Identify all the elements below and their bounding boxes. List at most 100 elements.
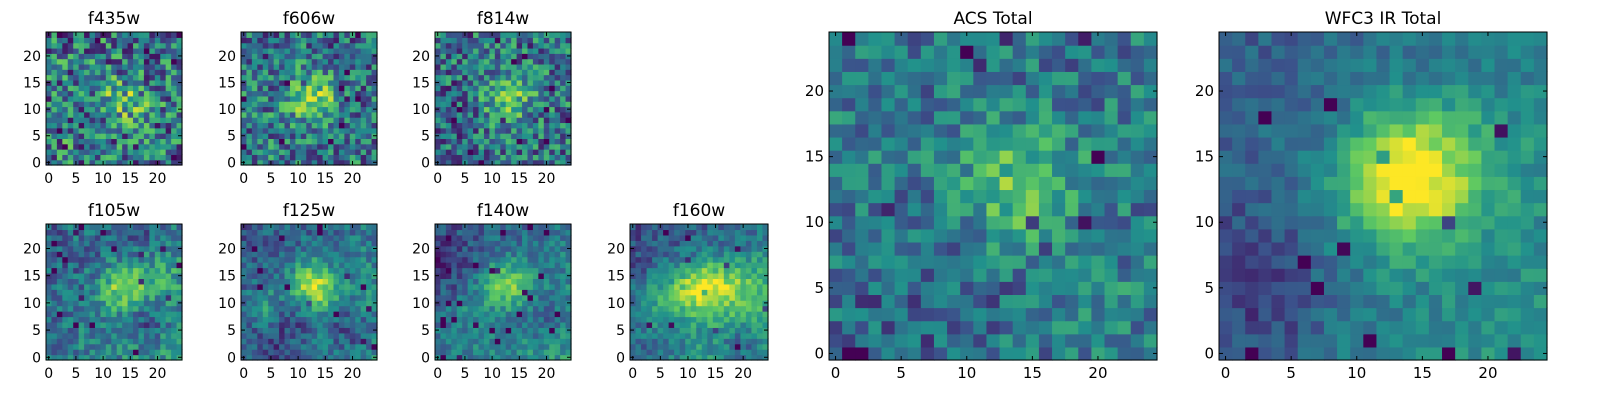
heatmap-cell (560, 256, 567, 263)
heatmap-cell (154, 332, 161, 339)
heatmap-cell (344, 224, 351, 231)
heatmap-cell (257, 101, 264, 108)
heatmap-cell (51, 267, 58, 274)
heatmap-cell (435, 321, 442, 328)
heatmap-cell (333, 240, 340, 247)
heatmap-cell (745, 262, 753, 269)
heatmap-cell (366, 74, 373, 81)
heatmap-cell (116, 354, 123, 361)
heatmap-cell (262, 338, 269, 345)
heatmap-cell (51, 300, 58, 307)
heatmap-cell (171, 332, 178, 339)
heatmap-cell (679, 251, 686, 258)
heatmap-cell (257, 154, 264, 161)
heatmap-cell (635, 321, 642, 328)
heatmap-cell (829, 294, 843, 309)
heatmap-cell (489, 321, 496, 328)
heatmap-cell (543, 149, 550, 155)
heatmap-cell (317, 294, 324, 301)
heatmap-cell (740, 300, 747, 307)
heatmap-cell (483, 338, 490, 345)
heatmap-cell (527, 101, 534, 108)
heatmap-cell (740, 321, 747, 328)
heatmap-cell (701, 327, 708, 334)
heatmap-cells (241, 224, 378, 361)
heatmap-cell (317, 90, 324, 97)
heatmap-cell (273, 311, 280, 318)
heatmap-cell (78, 321, 85, 328)
heatmap-cell (333, 224, 340, 231)
heatmap-cell (483, 37, 490, 44)
heatmap-cell (734, 245, 741, 252)
heatmap-cell (690, 338, 697, 345)
heatmap-cell (1104, 320, 1119, 335)
heatmap-cell (306, 321, 313, 328)
heatmap-cell (273, 343, 280, 350)
heatmap-cell (986, 228, 1001, 243)
heatmap-cell (701, 256, 708, 263)
heatmap-cell (554, 127, 561, 134)
heatmap-cell (116, 321, 123, 328)
heatmap-cell (723, 327, 730, 334)
heatmap-cell (284, 58, 291, 65)
heatmap-cell (111, 85, 118, 92)
heatmap-cell (366, 69, 373, 76)
heatmap-cell (440, 101, 447, 108)
heatmap-cell (100, 85, 107, 92)
heatmap-cell (740, 278, 747, 285)
heatmap-cell (154, 53, 161, 60)
heatmap-cell (690, 229, 697, 236)
heatmap-cell (78, 224, 85, 231)
heatmap-cell (500, 133, 507, 139)
heatmap-cell (116, 343, 123, 350)
heatmap-cell (641, 256, 648, 263)
heatmap-cell (1012, 163, 1027, 177)
heatmap-cell (467, 338, 474, 345)
heatmap-cell (505, 63, 512, 70)
heatmap-cell (143, 74, 150, 81)
heatmap-cell (78, 327, 85, 334)
heatmap-cell (122, 85, 129, 92)
heatmap-cell (311, 79, 318, 86)
heatmap-cell (868, 307, 883, 322)
heatmap-cell (338, 101, 345, 108)
heatmap-cell (371, 69, 378, 76)
heatmap-cell (538, 278, 545, 285)
heatmap-cell (473, 305, 480, 312)
heatmap-cell (116, 90, 123, 97)
heatmap-cell (360, 154, 367, 161)
heatmap-cell (478, 154, 485, 161)
heatmap-cell (462, 133, 469, 139)
heatmap-cell (657, 245, 664, 252)
heatmap-cell (511, 224, 518, 231)
heatmap-cell (111, 106, 118, 113)
heatmap-cell (262, 311, 269, 318)
heatmap-cell (149, 327, 156, 334)
heatmap-cell (701, 229, 708, 236)
heatmap-cell (366, 245, 373, 252)
heatmap-cell (295, 37, 302, 44)
heatmap-cell (907, 215, 922, 230)
heatmap-cell (679, 234, 686, 241)
heatmap-cell (127, 69, 134, 76)
heatmap-cell (246, 245, 253, 252)
heatmap-cell (1130, 320, 1145, 335)
heatmap-cell (333, 251, 340, 258)
x-tick-label: 5 (266, 171, 275, 187)
heatmap-cell (67, 159, 74, 166)
heatmap-cell (273, 245, 280, 252)
heatmap-cell (246, 316, 253, 323)
heatmap-cell (829, 268, 843, 282)
heatmap-cell (538, 229, 545, 236)
heatmap-cell (257, 321, 264, 328)
heatmap-cell (317, 53, 324, 60)
heatmap-cell (78, 256, 85, 263)
heatmap-cell (176, 321, 183, 328)
heatmap-cell (344, 262, 351, 269)
heatmap-cell (306, 278, 313, 285)
heatmap-cell (105, 262, 112, 269)
heatmap-cell (478, 111, 485, 118)
heatmap-cell (554, 354, 561, 361)
heatmap-cell (84, 305, 91, 312)
